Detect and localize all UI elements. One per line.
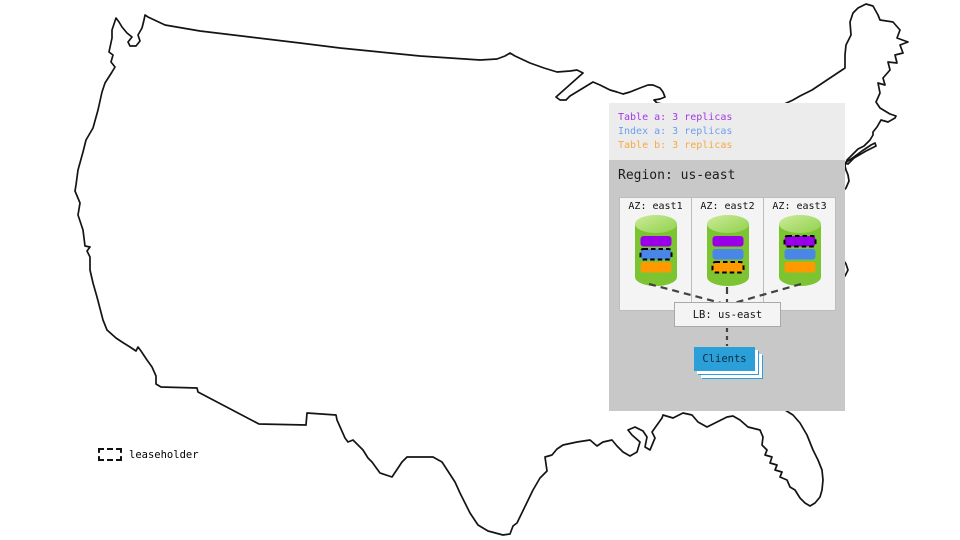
region-panel: Table a: 3 replicas Index a: 3 replicas Ta…: [609, 103, 845, 411]
replica-bar-table-a-leaseholder: [783, 235, 816, 248]
clients-box: Clients: [694, 347, 755, 371]
cylinder-top: [706, 215, 749, 233]
replica-bar-table-b: [640, 262, 671, 273]
az-label: AZ: east2: [700, 201, 755, 212]
replica-bar-index-a-leaseholder: [639, 248, 672, 261]
long-island: [844, 142, 877, 165]
db-node-cylinder: [634, 215, 677, 286]
az-label: AZ: east3: [772, 201, 827, 212]
az-box-1: AZ: east1: [620, 198, 692, 310]
replica-bar-index-a: [712, 249, 743, 260]
replica-bar-table-a: [712, 236, 743, 247]
cylinder-top: [634, 215, 677, 233]
leaseholder-label: leaseholder: [129, 448, 199, 461]
db-node-cylinder: [706, 215, 749, 286]
us-outline: [74, 3, 909, 536]
replica-legend: Table a: 3 replicas Index a: 3 replicas Ta…: [609, 103, 845, 160]
az-label: AZ: east1: [628, 201, 683, 212]
replica-legend-item-table-a: Table a: 3 replicas: [618, 112, 733, 123]
leaseholder-key: leaseholder: [98, 448, 199, 461]
az-container: AZ: east1 AZ: east2 AZ: east3: [619, 197, 836, 311]
load-balancer-label: LB: us-east: [692, 308, 763, 321]
cylinder-top: [778, 215, 821, 233]
clients-label: Clients: [702, 353, 747, 365]
replica-legend-item-table-b: Table b: 3 replicas: [618, 140, 733, 151]
replica-bar-table-b: [784, 262, 815, 273]
replica-bar-index-a: [784, 249, 815, 260]
az-box-2: AZ: east2: [692, 198, 764, 310]
az-box-3: AZ: east3: [764, 198, 835, 310]
replica-bar-table-b-leaseholder: [711, 261, 744, 274]
load-balancer-box: LB: us-east: [674, 302, 781, 327]
region-title: Region: us-east: [618, 168, 736, 183]
db-node-cylinder: [778, 215, 821, 286]
leaseholder-swatch: [98, 448, 122, 461]
replica-bar-table-a: [640, 236, 671, 247]
replica-legend-item-index-a: Index a: 3 replicas: [618, 126, 733, 137]
region-section: Region: us-east AZ: east1 AZ: east2 AZ: ea…: [609, 160, 845, 411]
